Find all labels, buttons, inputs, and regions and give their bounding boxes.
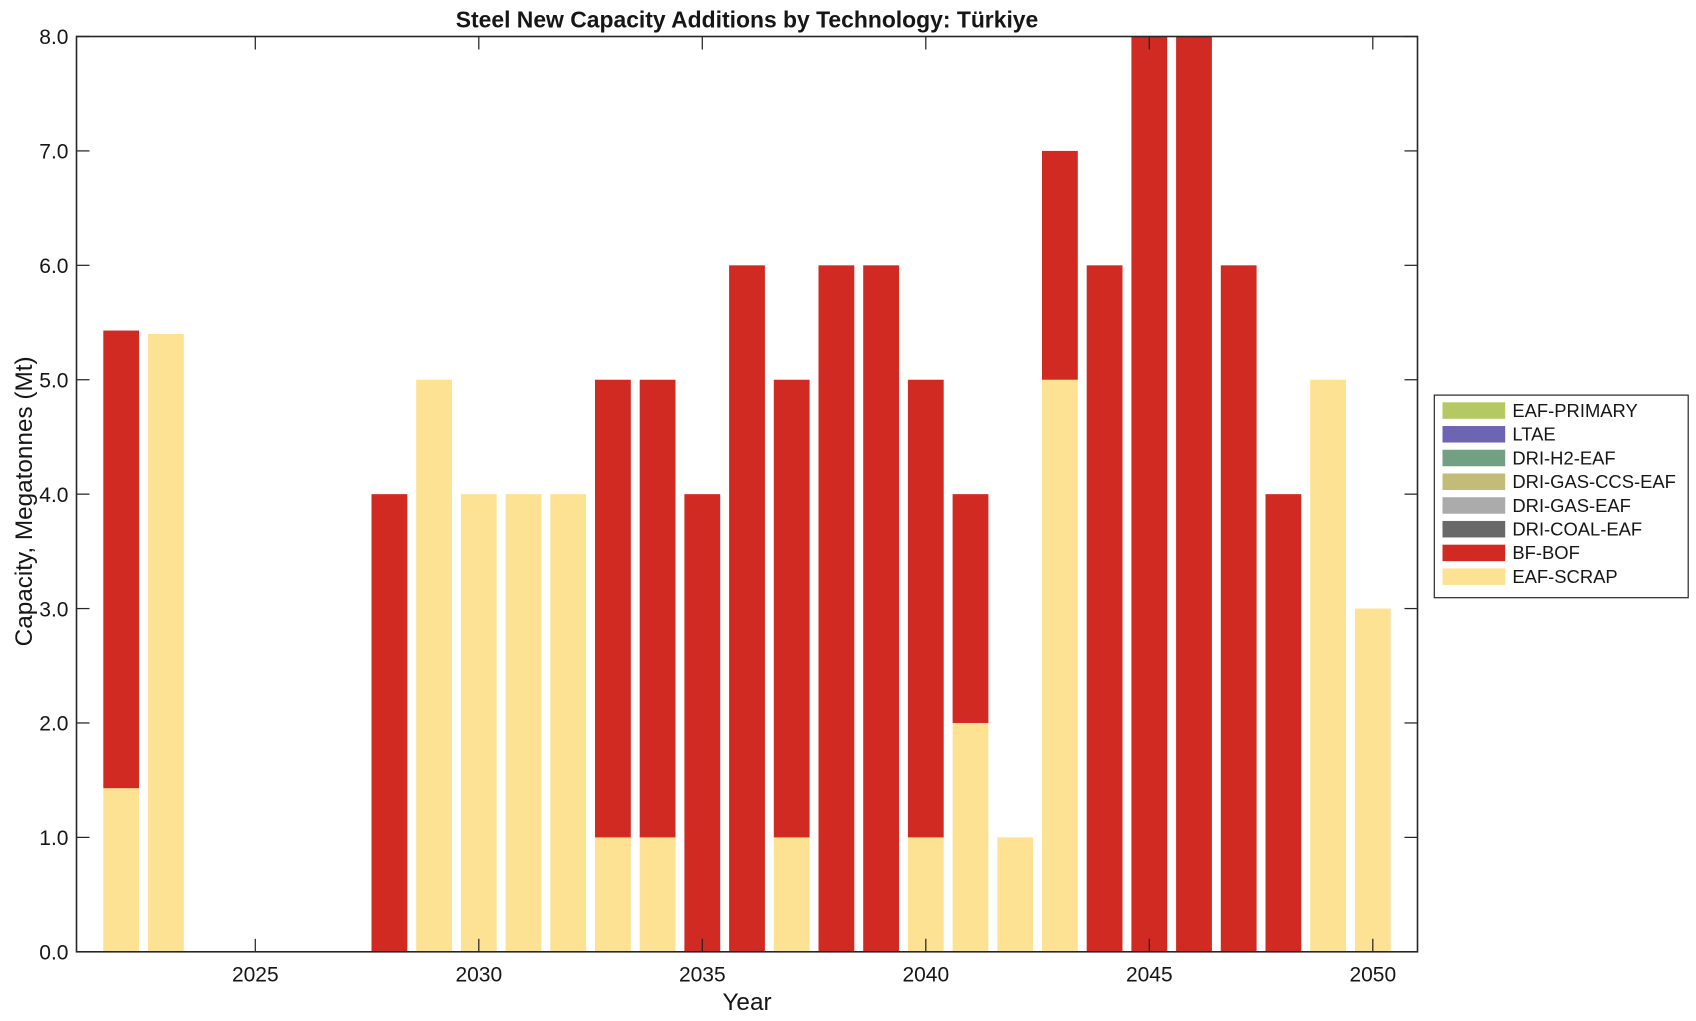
svg-text:2050: 2050	[1349, 963, 1396, 986]
svg-text:EAF-PRIMARY: EAF-PRIMARY	[1512, 400, 1637, 421]
svg-text:5.0: 5.0	[39, 369, 68, 392]
svg-text:EAF-SCRAP: EAF-SCRAP	[1512, 566, 1617, 587]
svg-text:2035: 2035	[679, 963, 726, 986]
svg-text:6.0: 6.0	[39, 255, 68, 278]
svg-text:DRI-GAS-CCS-EAF: DRI-GAS-CCS-EAF	[1512, 471, 1675, 492]
svg-text:BF-BOF: BF-BOF	[1512, 542, 1579, 563]
svg-text:Steel New Capacity Additions b: Steel New Capacity Additions by Technolo…	[456, 7, 1039, 33]
svg-text:7.0: 7.0	[39, 141, 68, 164]
svg-text:2040: 2040	[902, 963, 949, 986]
svg-text:0.0: 0.0	[39, 942, 68, 965]
svg-text:2045: 2045	[1126, 963, 1173, 986]
svg-text:Year: Year	[722, 989, 771, 1016]
svg-text:LTAE: LTAE	[1512, 424, 1555, 445]
svg-text:Capacity, Megatonnes (Mt): Capacity, Megatonnes (Mt)	[11, 356, 38, 646]
svg-text:DRI-GAS-EAF: DRI-GAS-EAF	[1512, 495, 1631, 516]
svg-text:3.0: 3.0	[39, 598, 68, 621]
svg-text:8.0: 8.0	[39, 26, 68, 49]
svg-text:2030: 2030	[455, 963, 502, 986]
svg-text:DRI-COAL-EAF: DRI-COAL-EAF	[1512, 519, 1642, 540]
svg-text:2.0: 2.0	[39, 713, 68, 736]
svg-text:1.0: 1.0	[39, 827, 68, 850]
svg-text:2025: 2025	[232, 963, 279, 986]
svg-text:DRI-H2-EAF: DRI-H2-EAF	[1512, 447, 1615, 468]
svg-text:4.0: 4.0	[39, 484, 68, 507]
